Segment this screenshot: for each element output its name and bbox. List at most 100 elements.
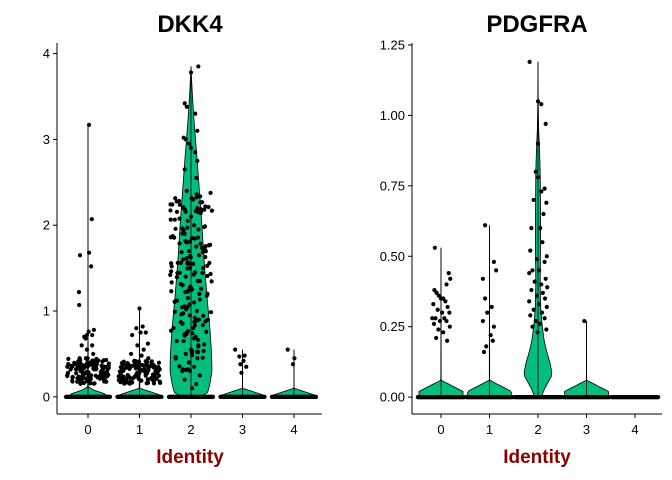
data-point [447,324,452,329]
data-point [73,367,79,372]
data-point [70,374,75,380]
data-point [188,70,194,75]
data-point [168,208,173,213]
data-point [195,128,200,133]
data-point [539,102,544,107]
data-point [537,268,542,273]
data-point [532,279,537,284]
data-point [194,244,199,249]
data-point [445,304,450,310]
data-point [208,242,213,247]
data-point [189,386,195,391]
data-point [137,306,142,311]
data-point [203,254,208,260]
data-point [135,343,140,348]
data-point [208,310,214,315]
data-point [182,167,187,172]
data-point [149,363,154,368]
data-point [183,274,188,279]
data-point [140,368,145,373]
data-point [200,250,206,255]
data-point [542,186,547,191]
data-point [76,362,81,367]
y-tick-label: 2 [43,218,50,233]
data-point [444,318,449,324]
data-point [93,358,99,363]
data-point [77,356,82,361]
data-point [168,269,174,274]
data-point [75,376,80,381]
data-point [198,211,203,216]
data-point [184,256,189,261]
data-point [177,241,182,246]
data-point [184,240,189,245]
data-point [194,381,199,387]
plot-area-dkk4: 0 1 2 3 4 0 1 2 3 4 [43,43,322,437]
data-point [105,366,111,372]
data-point [156,360,162,365]
data-point [102,377,107,382]
data-point [206,204,211,210]
data-point [70,378,75,383]
data-point [195,278,200,284]
data-point [90,343,95,348]
data-point [203,204,208,209]
data-point [177,198,182,204]
data-point [146,368,151,373]
data-point [191,326,196,331]
x-tick-label: 4 [631,422,638,437]
data-point [198,194,203,199]
data-point [290,362,296,367]
data-point [441,330,446,335]
data-point [91,351,96,357]
data-point [104,374,110,379]
data-point [74,371,79,376]
data-point [527,271,532,276]
data-point [139,362,145,368]
data-point [196,317,202,322]
data-point [205,263,210,268]
data-point [89,264,94,269]
data-point [533,169,538,174]
data-point [436,327,441,332]
data-point [545,285,550,290]
data-point [198,241,203,246]
chart-title-pdgfra: PDGFRA [486,11,587,38]
data-point [239,370,244,375]
data-point [143,330,148,335]
data-point [208,190,213,195]
data-point [313,394,319,399]
data-point [81,375,86,381]
data-point [182,304,187,309]
data-point [159,394,164,399]
data-point [541,211,546,217]
data-point [151,378,156,383]
data-point [194,195,199,200]
data-point [185,304,190,309]
data-point [201,348,206,354]
data-point [537,302,542,307]
data-point [122,381,127,386]
data-point [79,343,84,348]
data-point [177,364,182,369]
data-point [193,111,198,116]
data-point [187,239,193,244]
data-point [447,310,452,315]
data-point [141,347,146,352]
data-point [480,276,485,281]
data-point [170,233,175,239]
data-point [242,353,247,358]
data-point [179,250,184,255]
data-point [180,226,185,231]
data-point [184,188,189,193]
data-point [527,299,532,304]
data-point [84,347,90,352]
data-point [173,226,178,231]
x-axis-title-dkk4: Identity [156,447,224,468]
data-point [183,351,188,357]
data-point [534,256,540,262]
data-point [432,287,437,293]
data-point [202,207,207,212]
y-tick-label: 0 [43,389,50,404]
data-point [77,302,82,308]
